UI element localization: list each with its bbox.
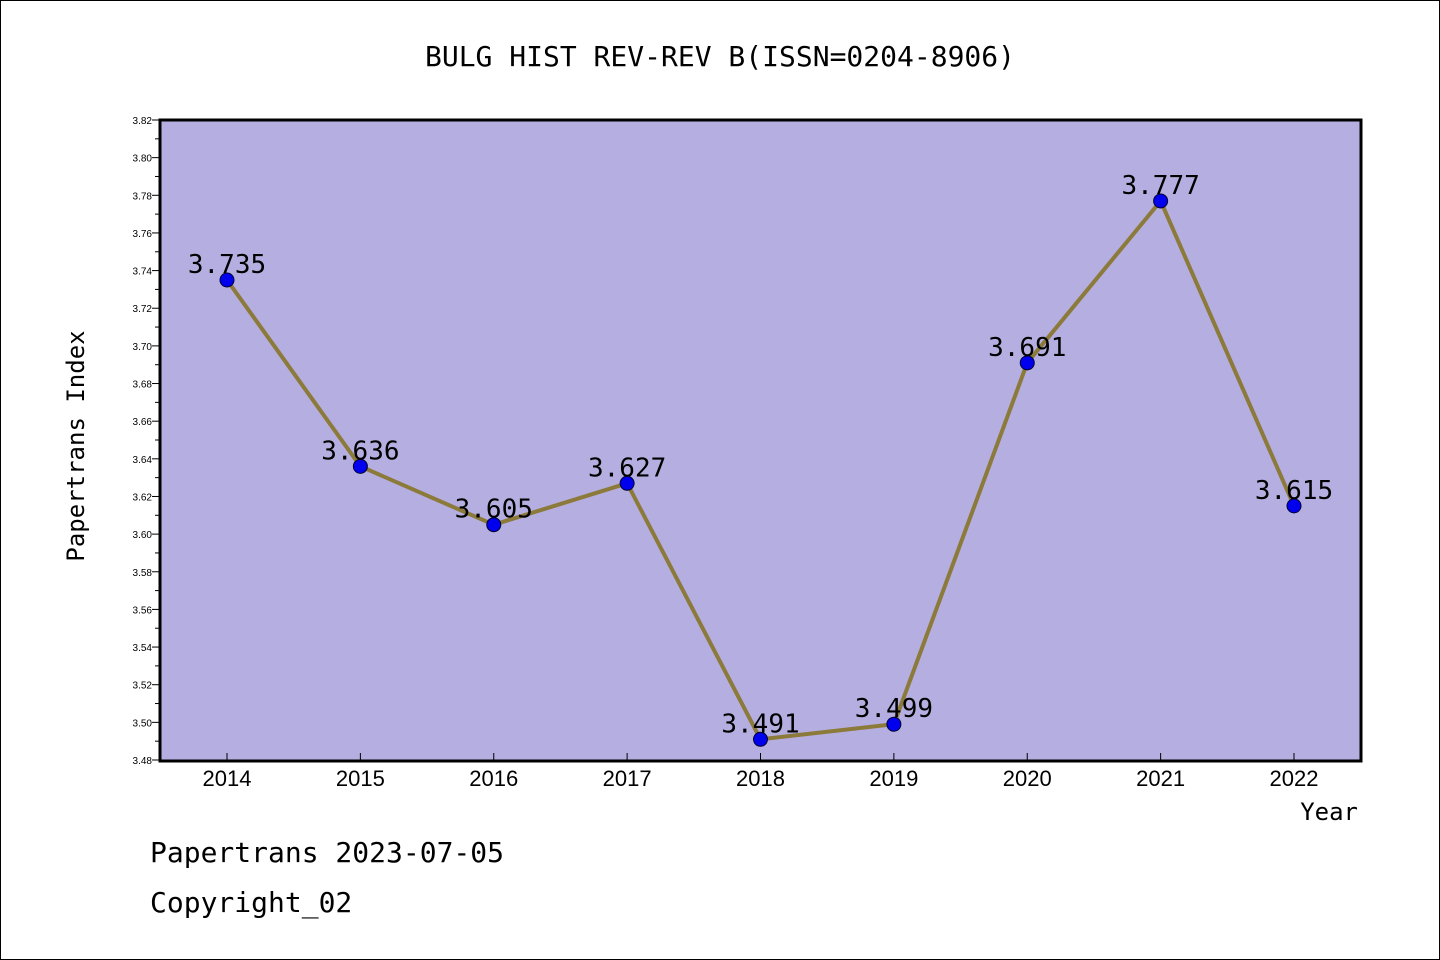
data-label: 3.636 bbox=[321, 436, 399, 466]
y-tick-label: 3.68 bbox=[133, 380, 153, 391]
y-axis-label: Papertrans Index bbox=[62, 330, 90, 561]
y-tick-label: 3.80 bbox=[133, 154, 153, 165]
x-tick-label: 2017 bbox=[603, 766, 652, 791]
data-label: 3.777 bbox=[1121, 171, 1199, 201]
data-point bbox=[486, 517, 502, 533]
data-label: 3.735 bbox=[188, 250, 266, 280]
x-tick-label: 2020 bbox=[1003, 766, 1052, 791]
x-tick-label: 2018 bbox=[736, 766, 785, 791]
y-tick-label: 3.72 bbox=[133, 304, 153, 315]
data-label: 3.627 bbox=[588, 453, 666, 483]
x-tick-label: 2014 bbox=[203, 766, 252, 791]
x-axis: 2014 2015 2016 2017 2018 2019 2020 2021 2022 bbox=[203, 753, 1319, 791]
y-tick-label: 3.74 bbox=[133, 267, 153, 278]
x-tick-label: 2016 bbox=[469, 766, 518, 791]
plot-area bbox=[158, 118, 1363, 763]
footer-copyright: Copyright_02 bbox=[150, 886, 353, 919]
y-tick-label: 3.62 bbox=[133, 492, 153, 503]
y-tick-label: 3.52 bbox=[133, 681, 153, 692]
footer-date: Papertrans 2023-07-05 bbox=[150, 836, 505, 869]
data-point bbox=[886, 716, 902, 732]
data-point bbox=[753, 731, 768, 747]
y-tick-label: 3.48 bbox=[133, 756, 153, 767]
data-point bbox=[1286, 498, 1302, 514]
chart-title: BULG HIST REV-REV B(ISSN=0204-8906) bbox=[425, 40, 1015, 73]
data-point bbox=[1019, 355, 1035, 371]
y-tick-label: 3.56 bbox=[133, 605, 153, 616]
data-label: 3.615 bbox=[1255, 476, 1333, 506]
data-label-group: 3.735 3.636 3.605 3.627 3.491 3.499 3.691 3.777… bbox=[188, 171, 1333, 739]
y-tick-label: 3.58 bbox=[133, 568, 153, 579]
data-point bbox=[1153, 193, 1169, 209]
y-tick-label: 3.76 bbox=[133, 229, 153, 240]
y-tick-label: 3.70 bbox=[133, 342, 153, 353]
data-point bbox=[619, 475, 635, 491]
y-tick-label: 3.50 bbox=[133, 718, 153, 729]
data-label: 3.691 bbox=[988, 333, 1066, 363]
x-tick-label: 2022 bbox=[1270, 766, 1319, 791]
data-label: 3.605 bbox=[455, 495, 533, 525]
data-label: 3.499 bbox=[855, 694, 933, 724]
y-tick-label: 3.54 bbox=[133, 643, 153, 654]
y-tick-label: 3.60 bbox=[133, 530, 153, 541]
marker-group bbox=[219, 193, 1302, 747]
data-point bbox=[352, 458, 368, 474]
x-tick-label: 2015 bbox=[336, 766, 385, 791]
data-point bbox=[219, 272, 235, 288]
x-axis-label: Year bbox=[1300, 798, 1358, 826]
y-axis: 3.48 3.50 3.52 3.54 3.56 3.58 3.60 3.62 3.64 3.66… bbox=[133, 116, 160, 767]
x-tick-label: 2019 bbox=[869, 766, 918, 791]
data-label: 3.491 bbox=[721, 709, 799, 739]
y-tick-label: 3.82 bbox=[133, 116, 153, 127]
x-tick-label: 2021 bbox=[1136, 766, 1185, 791]
y-tick-label: 3.78 bbox=[133, 191, 153, 202]
y-tick-label: 3.64 bbox=[133, 455, 153, 466]
y-tick-label: 3.66 bbox=[133, 417, 153, 428]
